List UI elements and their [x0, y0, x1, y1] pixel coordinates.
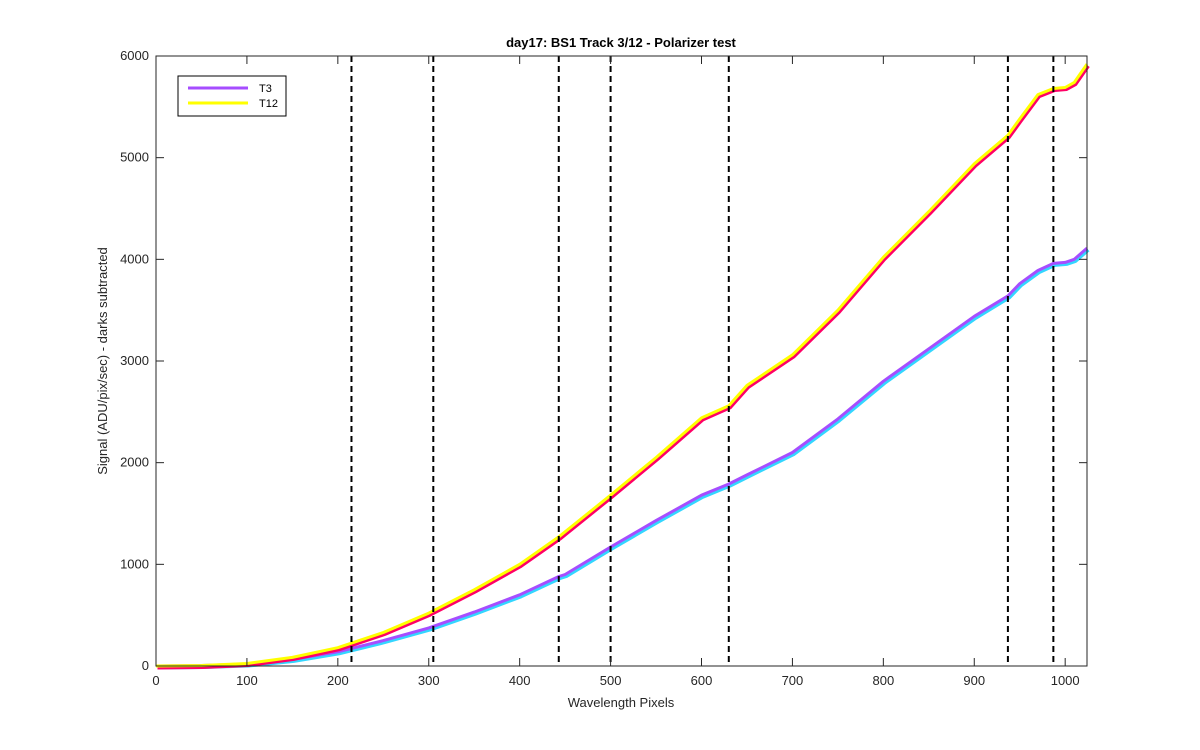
axes: [156, 56, 1087, 666]
x-tick-label: 200: [327, 673, 349, 688]
y-tick-label: 4000: [120, 251, 149, 266]
legend: T3 T12: [177, 75, 287, 117]
x-tick-label: 300: [418, 673, 440, 688]
x-tick-label: 100: [236, 673, 258, 688]
y-tick-label: 2000: [120, 455, 149, 470]
ticks-layer: 0 100 200 300 400 500 600 700 800 900 1000 0 1000 200…: [120, 48, 1087, 688]
plot-background: [156, 56, 1087, 666]
series-line-t3: [155, 246, 1088, 668]
y-tick-label: 0: [142, 658, 149, 673]
x-tick-label: 0: [152, 673, 159, 688]
x-tick-label: 800: [872, 673, 894, 688]
x-tick-label: 1000: [1051, 673, 1080, 688]
y-tick-label: 3000: [120, 353, 149, 368]
x-tick-label: 400: [509, 673, 531, 688]
series-line-t12-shadow: [157, 65, 1090, 670]
x-tick-label: 600: [691, 673, 713, 688]
x-tick-label: 900: [963, 673, 985, 688]
curves-layer: [155, 63, 1090, 670]
x-axis-label: Wavelength Pixels: [568, 695, 675, 710]
vertical-lines-layer: [350, 56, 1055, 666]
series-line-t12: [155, 63, 1089, 668]
y-tick-label: 1000: [120, 556, 149, 571]
legend-label-t12: T12: [259, 98, 278, 110]
legend-label-t3: T3: [259, 83, 272, 95]
x-tick-label: 500: [600, 673, 622, 688]
legend-box: [177, 75, 287, 117]
y-axis-label: Signal (ADU/pix/sec) - darks subtracted: [95, 247, 110, 475]
x-tick-label: 700: [782, 673, 804, 688]
y-tick-label: 6000: [120, 48, 149, 63]
y-tick-label: 5000: [120, 150, 149, 165]
chart-title: day17: BS1 Track 3/12 - Polarizer test: [506, 35, 736, 50]
series-line-t3-shadow: [157, 248, 1090, 670]
